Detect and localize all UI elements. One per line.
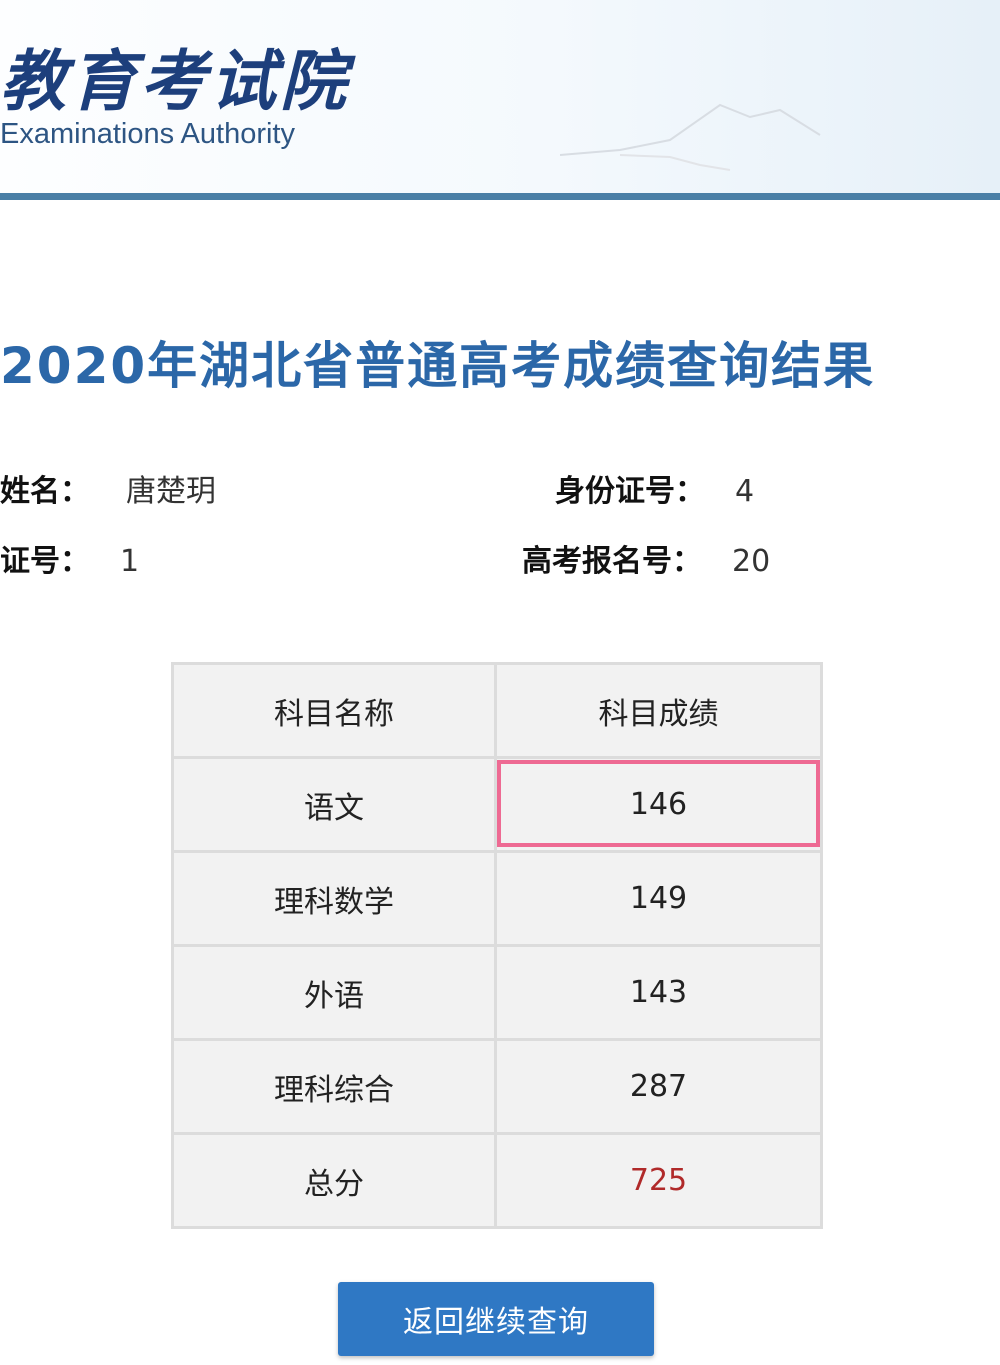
id-value: 4 [735, 474, 755, 509]
exam-number-field: 证号： 1 [0, 536, 139, 580]
name-value: 唐楚玥 [126, 474, 216, 509]
name-label: 姓名： [0, 474, 90, 509]
registration-field: 高考报名号： 20 [522, 536, 770, 580]
logo-text-cn: 教育考试院 [0, 42, 350, 120]
table-row: 语文 146 [171, 756, 823, 853]
header-banner: 教育考试院 Examinations Authority [0, 0, 1000, 195]
return-query-button[interactable]: 返回继续查询 [338, 1282, 654, 1356]
name-field: 姓名： 唐楚玥 [0, 466, 216, 510]
id-field: 身份证号： 4 [555, 466, 754, 510]
table-row: 外语 143 [171, 944, 823, 1041]
exam-number-label: 证号： [0, 544, 90, 579]
score-cell: 149 [494, 850, 823, 947]
table-header-row: 科目名称 科目成绩 [171, 662, 823, 759]
table-row: 理科综合 287 [171, 1038, 823, 1135]
score-cell: 287 [494, 1038, 823, 1135]
score-table: 科目名称 科目成绩 语文 146 理科数学 149 外语 143 理科综合 287 总分… [171, 662, 823, 1229]
id-label: 身份证号： [555, 474, 705, 509]
subject-cell: 语文 [171, 756, 497, 853]
table-row: 总分 725 [171, 1132, 823, 1229]
total-score-cell: 725 [494, 1132, 823, 1229]
registration-value: 20 [732, 544, 771, 579]
registration-label: 高考报名号： [522, 544, 702, 579]
subject-cell: 理科综合 [171, 1038, 497, 1135]
highlight-box [497, 760, 820, 847]
header-divider [0, 193, 1000, 200]
page-title: 2020年湖北省普通高考成绩查询结果 [0, 337, 876, 395]
subject-cell: 外语 [171, 944, 497, 1041]
mountain-decoration [560, 103, 821, 171]
exam-number-value: 1 [120, 544, 140, 579]
score-cell: 143 [494, 944, 823, 1041]
score-cell: 146 [494, 756, 823, 853]
header-subject: 科目名称 [171, 662, 497, 759]
logo-text-en: Examinations Authority [0, 118, 295, 150]
table-row: 理科数学 149 [171, 850, 823, 947]
subject-cell: 总分 [171, 1132, 497, 1229]
header-score: 科目成绩 [494, 662, 823, 759]
subject-cell: 理科数学 [171, 850, 497, 947]
